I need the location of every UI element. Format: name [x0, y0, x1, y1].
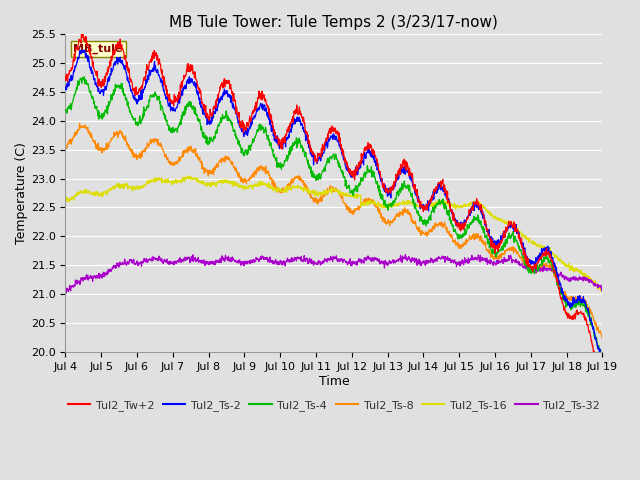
Text: MB_tule: MB_tule — [74, 44, 123, 54]
Legend: Tul2_Tw+2, Tul2_Ts-2, Tul2_Ts-4, Tul2_Ts-8, Tul2_Ts-16, Tul2_Ts-32: Tul2_Tw+2, Tul2_Ts-2, Tul2_Ts-4, Tul2_Ts… — [63, 396, 604, 416]
Y-axis label: Temperature (C): Temperature (C) — [15, 142, 28, 244]
Title: MB Tule Tower: Tule Temps 2 (3/23/17-now): MB Tule Tower: Tule Temps 2 (3/23/17-now… — [170, 15, 499, 30]
X-axis label: Time: Time — [319, 374, 349, 387]
